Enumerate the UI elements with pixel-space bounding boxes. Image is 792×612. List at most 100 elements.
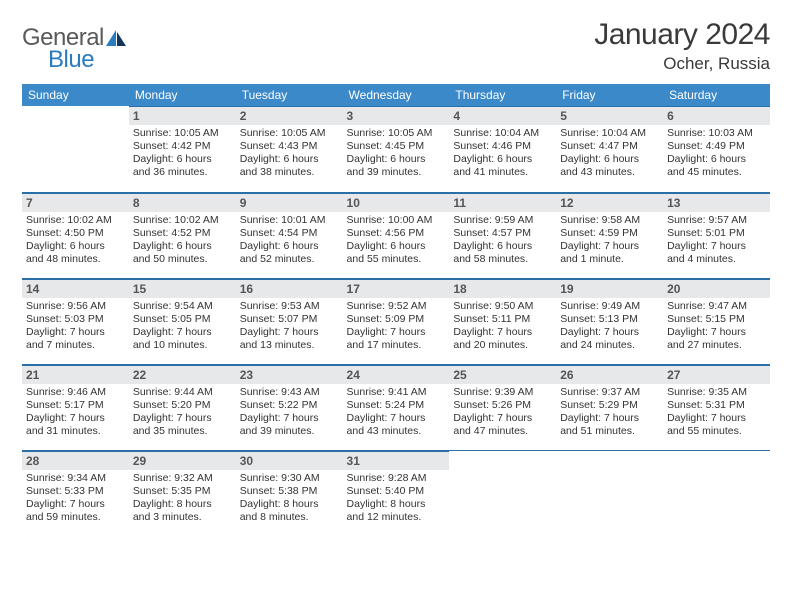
info-line: Daylight: 7 hours bbox=[133, 326, 232, 339]
info-line: Daylight: 6 hours bbox=[26, 240, 125, 253]
day-number: 2 bbox=[236, 106, 343, 125]
info-line: Sunset: 5:24 PM bbox=[347, 399, 446, 412]
info-line: Daylight: 6 hours bbox=[240, 153, 339, 166]
info-line: and 51 minutes. bbox=[560, 425, 659, 438]
info-line: Sunset: 5:20 PM bbox=[133, 399, 232, 412]
day-number: 26 bbox=[556, 365, 663, 384]
day-number: 29 bbox=[129, 451, 236, 470]
day-cell: 31Sunrise: 9:28 AMSunset: 5:40 PMDayligh… bbox=[343, 450, 450, 536]
day-cell: 9 Sunrise: 10:01 AMSunset: 4:54 PMDayligh… bbox=[236, 192, 343, 278]
info-line: Daylight: 6 hours bbox=[453, 240, 552, 253]
day-info: Sunrise: 9:32 AMSunset: 5:35 PMDaylight:… bbox=[133, 472, 232, 525]
info-line: Sunset: 5:11 PM bbox=[453, 313, 552, 326]
day-cell: 20Sunrise: 9:47 AMSunset: 5:15 PMDayligh… bbox=[663, 278, 770, 364]
day-number: 11 bbox=[449, 193, 556, 212]
page-title: January 2024 bbox=[594, 18, 770, 52]
info-line: and 35 minutes. bbox=[133, 425, 232, 438]
title-block: January 2024 Ocher, Russia bbox=[594, 18, 770, 74]
day-cell: 6Sunrise: 10:03 AMSunset: 4:49 PMDayligh… bbox=[663, 106, 770, 192]
day-cell bbox=[449, 450, 556, 536]
info-line: and 50 minutes. bbox=[133, 253, 232, 266]
info-line: Daylight: 6 hours bbox=[347, 240, 446, 253]
day-cell: 10Sunrise: 10:00 AMSunset: 4:56 PMDaylig… bbox=[343, 192, 450, 278]
info-line: Sunset: 5:22 PM bbox=[240, 399, 339, 412]
day-number: 9 bbox=[236, 193, 343, 212]
day-number: 31 bbox=[343, 451, 450, 470]
dow-saturday: Saturday bbox=[663, 84, 770, 106]
day-info: Sunrise: 10:05 AMSunset: 4:45 PMDaylight… bbox=[347, 127, 446, 180]
info-line: Sunset: 5:35 PM bbox=[133, 485, 232, 498]
day-number: 12 bbox=[556, 193, 663, 212]
day-info: Sunrise: 9:53 AMSunset: 5:07 PMDaylight:… bbox=[240, 300, 339, 353]
day-info: Sunrise: 9:59 AMSunset: 4:57 PMDaylight:… bbox=[453, 214, 552, 267]
info-line: Sunrise: 9:56 AM bbox=[26, 300, 125, 313]
day-cell: 3Sunrise: 10:05 AMSunset: 4:45 PMDayligh… bbox=[343, 106, 450, 192]
info-line: Sunset: 4:57 PM bbox=[453, 227, 552, 240]
info-line: Sunset: 4:59 PM bbox=[560, 227, 659, 240]
info-line: and 3 minutes. bbox=[133, 511, 232, 524]
info-line: and 36 minutes. bbox=[133, 166, 232, 179]
info-line: Sunrise: 9:30 AM bbox=[240, 472, 339, 485]
info-line: Sunrise: 9:47 AM bbox=[667, 300, 766, 313]
day-number: 24 bbox=[343, 365, 450, 384]
info-line: Sunset: 4:50 PM bbox=[26, 227, 125, 240]
info-line: Daylight: 8 hours bbox=[133, 498, 232, 511]
info-line: and 39 minutes. bbox=[240, 425, 339, 438]
day-number: 21 bbox=[22, 365, 129, 384]
day-info: Sunrise: 9:50 AMSunset: 5:11 PMDaylight:… bbox=[453, 300, 552, 353]
info-line: Sunset: 5:15 PM bbox=[667, 313, 766, 326]
location: Ocher, Russia bbox=[594, 54, 770, 74]
info-line: Sunset: 4:52 PM bbox=[133, 227, 232, 240]
day-cell: 26Sunrise: 9:37 AMSunset: 5:29 PMDayligh… bbox=[556, 364, 663, 450]
info-line: Sunset: 5:33 PM bbox=[26, 485, 125, 498]
day-cell: 19Sunrise: 9:49 AMSunset: 5:13 PMDayligh… bbox=[556, 278, 663, 364]
day-number: 20 bbox=[663, 279, 770, 298]
info-line: Sunrise: 9:52 AM bbox=[347, 300, 446, 313]
info-line: and 38 minutes. bbox=[240, 166, 339, 179]
day-cell: 24 Sunrise: 9:41 AMSunset: 5:24 PMDayligh… bbox=[343, 364, 450, 450]
info-line: Sunrise: 10:01 AM bbox=[240, 214, 339, 227]
info-line: Sunset: 4:43 PM bbox=[240, 140, 339, 153]
info-line: Daylight: 6 hours bbox=[240, 240, 339, 253]
info-line: Sunset: 5:40 PM bbox=[347, 485, 446, 498]
day-cell: 23Sunrise: 9:43 AMSunset: 5:22 PMDayligh… bbox=[236, 364, 343, 450]
day-number: 7 bbox=[22, 193, 129, 212]
info-line: and 43 minutes. bbox=[560, 166, 659, 179]
info-line: Sunset: 4:45 PM bbox=[347, 140, 446, 153]
info-line: Sunrise: 10:05 AM bbox=[133, 127, 232, 140]
day-number: 6 bbox=[663, 106, 770, 125]
info-line: and 1 minute. bbox=[560, 253, 659, 266]
info-line: Sunset: 4:47 PM bbox=[560, 140, 659, 153]
day-cell bbox=[22, 106, 129, 192]
info-line: Sunset: 4:56 PM bbox=[347, 227, 446, 240]
day-cell: 22Sunrise: 9:44 AMSunset: 5:20 PMDayligh… bbox=[129, 364, 236, 450]
info-line: Sunset: 5:26 PM bbox=[453, 399, 552, 412]
info-line: Sunrise: 9:28 AM bbox=[347, 472, 446, 485]
day-cell: 21 Sunrise: 9:46 AMSunset: 5:17 PMDayligh… bbox=[22, 364, 129, 450]
info-line: Daylight: 7 hours bbox=[26, 412, 125, 425]
day-info: Sunrise: 9:41 AMSunset: 5:24 PMDaylight:… bbox=[347, 386, 446, 439]
day-info: Sunrise: 9:49 AMSunset: 5:13 PMDaylight:… bbox=[560, 300, 659, 353]
info-line: and 4 minutes. bbox=[667, 253, 766, 266]
day-cell: 29 Sunrise: 9:32 AMSunset: 5:35 PMDayligh… bbox=[129, 450, 236, 536]
day-cell: 4Sunrise: 10:04 AMSunset: 4:46 PMDayligh… bbox=[449, 106, 556, 192]
week-row: 1Sunrise: 10:05 AMSunset: 4:42 PMDayligh… bbox=[22, 106, 770, 192]
day-info: Sunrise: 10:01 AMSunset: 4:54 PMDaylight… bbox=[240, 214, 339, 267]
day-info: Sunrise: 9:46 AMSunset: 5:17 PMDaylight:… bbox=[26, 386, 125, 439]
day-info: Sunrise: 10:04 AMSunset: 4:46 PMDaylight… bbox=[453, 127, 552, 180]
info-line: Sunrise: 9:54 AM bbox=[133, 300, 232, 313]
info-line: Sunset: 4:54 PM bbox=[240, 227, 339, 240]
week-row: 7Sunrise: 10:02 AMSunset: 4:50 PMDayligh… bbox=[22, 192, 770, 278]
header: General Blue January 2024 Ocher, Russia bbox=[22, 18, 770, 74]
info-line: and 10 minutes. bbox=[133, 339, 232, 352]
info-line: Sunrise: 10:04 AM bbox=[453, 127, 552, 140]
info-line: Daylight: 6 hours bbox=[560, 153, 659, 166]
info-line: and 12 minutes. bbox=[347, 511, 446, 524]
info-line: and 55 minutes. bbox=[667, 425, 766, 438]
day-number: 1 bbox=[129, 106, 236, 125]
day-number: 5 bbox=[556, 106, 663, 125]
info-line: and 47 minutes. bbox=[453, 425, 552, 438]
info-line: and 58 minutes. bbox=[453, 253, 552, 266]
info-line: Sunrise: 9:50 AM bbox=[453, 300, 552, 313]
brand-logo: General Blue bbox=[22, 24, 126, 74]
